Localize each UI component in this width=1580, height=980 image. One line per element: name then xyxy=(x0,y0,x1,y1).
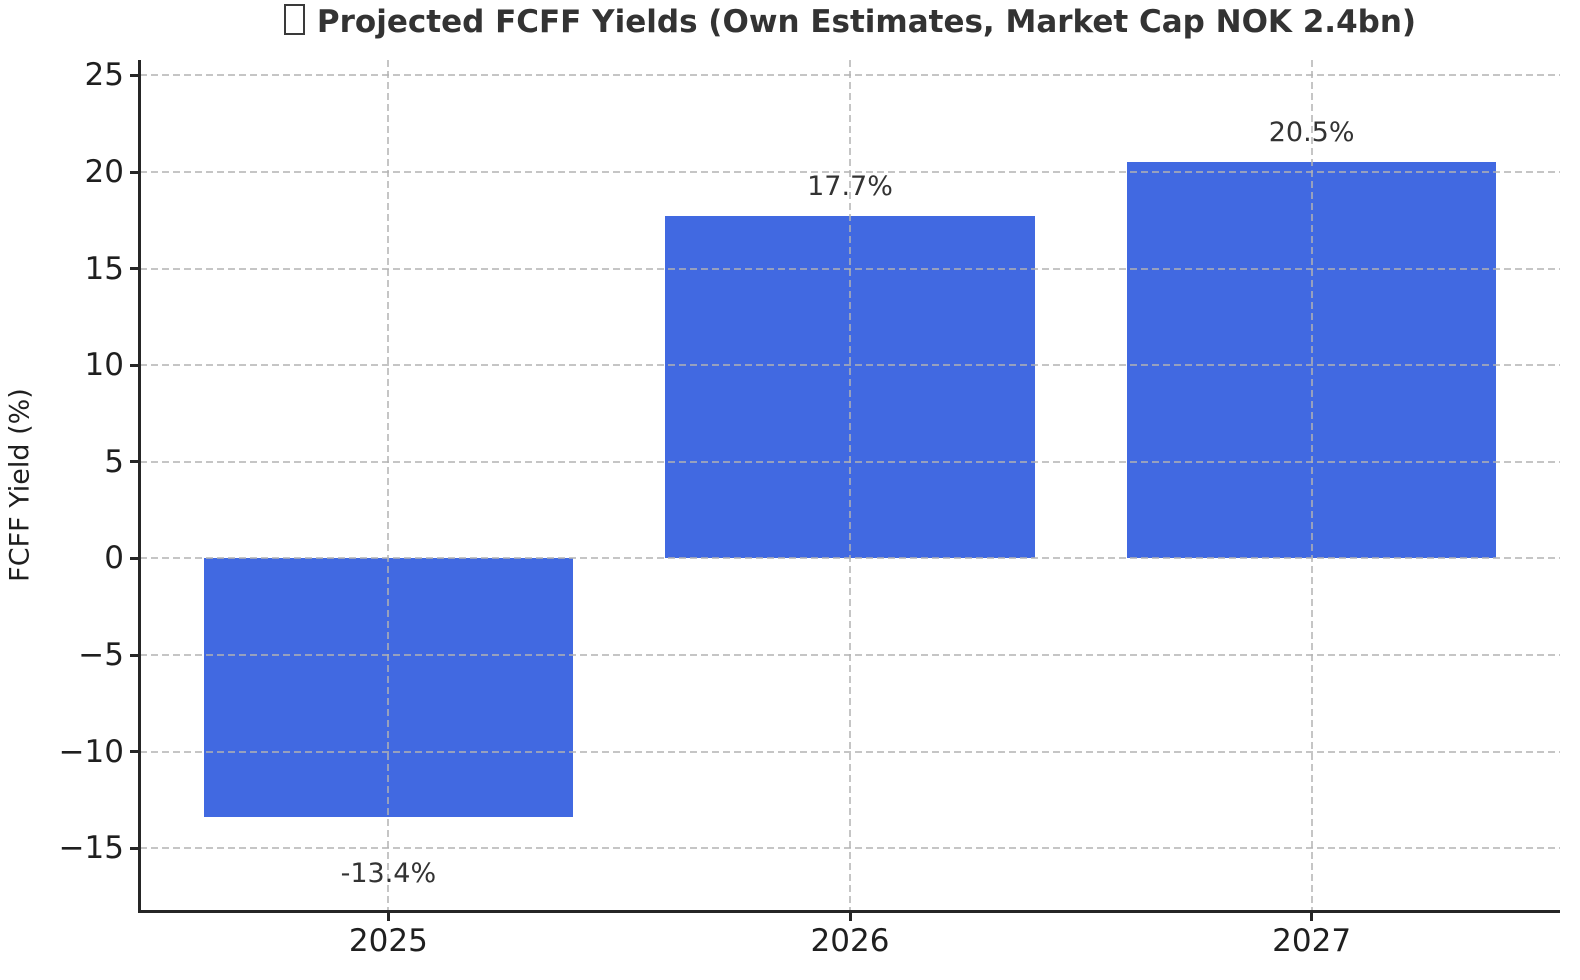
y-tick-label-10: 10 xyxy=(84,347,124,384)
bar-label-2026: 17.7% xyxy=(807,171,893,203)
y-tick-5 xyxy=(130,460,138,464)
missing-glyph-box-icon xyxy=(283,4,305,35)
y-tick-label-0: 0 xyxy=(104,540,124,577)
y-tick--15 xyxy=(130,846,138,850)
x-tick-2025 xyxy=(386,913,390,921)
v-gridline-2025 xyxy=(387,60,390,910)
y-tick-label-25: 25 xyxy=(84,57,124,94)
plot-area xyxy=(140,60,1560,910)
chart-title: Projected FCFF Yields (Own Estimates, Ma… xyxy=(140,4,1560,40)
y-tick-25 xyxy=(130,73,138,77)
y-tick-20 xyxy=(130,170,138,174)
x-tick-2026 xyxy=(848,913,852,921)
x-tick-label-2026: 2026 xyxy=(810,923,890,959)
y-tick-label-20: 20 xyxy=(84,154,124,191)
x-tick-label-2025: 2025 xyxy=(348,923,428,959)
y-axis-spine xyxy=(138,60,141,913)
x-axis-spine xyxy=(138,910,1560,913)
y-tick-label-5: 5 xyxy=(104,443,124,480)
y-tick--5 xyxy=(130,653,138,657)
x-tick-2027 xyxy=(1310,913,1314,921)
y-tick-10 xyxy=(130,363,138,367)
y-tick-label-15: 15 xyxy=(84,250,124,287)
x-tick-label-2027: 2027 xyxy=(1272,923,1352,959)
bar-label-2025: -13.4% xyxy=(340,858,437,890)
y-tick--10 xyxy=(130,750,138,754)
v-gridline-2026 xyxy=(849,60,851,910)
bar-label-2027: 20.5% xyxy=(1268,117,1355,149)
chart-title-text: Projected FCFF Yields (Own Estimates, Ma… xyxy=(316,4,1417,40)
y-tick-15 xyxy=(130,267,138,271)
y-tick-label--15: −15 xyxy=(58,830,124,867)
y-tick-0 xyxy=(130,556,138,560)
y-tick-label--5: −5 xyxy=(78,637,124,673)
v-gridline-2027 xyxy=(1310,60,1313,910)
y-tick-label--10: −10 xyxy=(58,733,124,770)
